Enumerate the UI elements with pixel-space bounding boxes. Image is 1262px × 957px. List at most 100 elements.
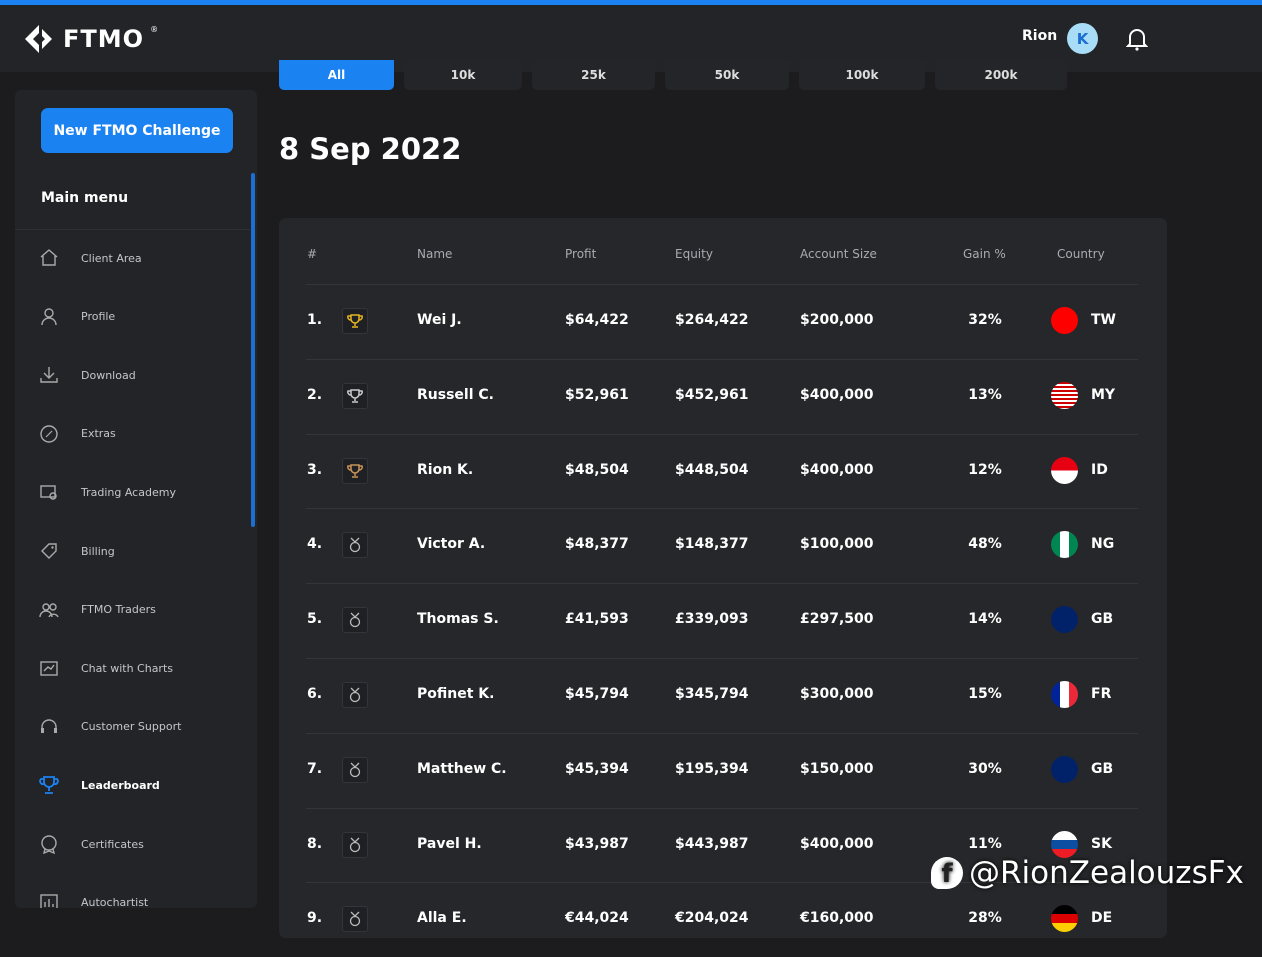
new-challenge-button[interactable]: New FTMO Challenge xyxy=(41,108,233,153)
profit: $48,377 xyxy=(565,536,629,553)
gain: 11% xyxy=(968,835,1002,852)
rank-badge xyxy=(342,682,368,708)
country-code: NG xyxy=(1091,536,1115,553)
tab-10k[interactable]: 10k xyxy=(404,60,522,90)
sidebar-item-label: Billing xyxy=(81,544,115,558)
tab-100k[interactable]: 100k xyxy=(799,60,925,90)
profit: €44,024 xyxy=(565,910,629,927)
profit: £41,593 xyxy=(565,611,629,628)
trader-name: Rion K. xyxy=(417,461,474,478)
trophy-icon xyxy=(347,389,363,403)
account-size: $400,000 xyxy=(800,461,874,478)
country-code: DE xyxy=(1091,910,1113,927)
sidebar-item-download[interactable]: Download xyxy=(15,353,250,397)
ftmo-logo[interactable]: FTMO ® xyxy=(25,25,158,53)
medal-icon xyxy=(349,612,361,628)
sidebar-item-label: Profile xyxy=(81,310,116,324)
rank: 7. xyxy=(307,760,323,777)
rank: 4. xyxy=(307,536,323,553)
table-row[interactable]: 2. Russell C. $52,961 $452,961 $400,000 13% MY xyxy=(306,358,1138,434)
avatar[interactable]: K xyxy=(1067,23,1098,54)
percent-badge-icon xyxy=(40,425,58,443)
sidebar-item-autochartist[interactable]: Autochartist xyxy=(15,881,250,908)
sidebar-item-customer-support[interactable]: Customer Support xyxy=(15,705,250,749)
rank: 6. xyxy=(307,686,323,702)
trader-name: Thomas S. xyxy=(417,611,499,628)
equity: $345,794 xyxy=(675,686,749,702)
rank-badge xyxy=(342,532,368,559)
flag-icon xyxy=(1051,381,1078,409)
table-row[interactable]: 9. Alla E. €44,024 €204,024 €160,000 28% DE xyxy=(306,882,1138,957)
col-name: Name xyxy=(417,247,453,261)
table-row[interactable]: 8. Pavel H. $43,987 $443,987 $400,000 11% SK xyxy=(306,807,1138,883)
leaderboard-table: # Name Profit Equity Account Size Gain %… xyxy=(279,218,1167,938)
gain: 13% xyxy=(968,386,1002,403)
sidebar: New FTMO Challenge Main menu Client Area… xyxy=(15,90,257,908)
gain: 12% xyxy=(968,461,1002,478)
country-code: ID xyxy=(1091,461,1108,478)
account-size: $100,000 xyxy=(800,536,874,553)
rank: 8. xyxy=(307,835,323,852)
account-size: $200,000 xyxy=(800,312,874,328)
sidebar-item-client-area[interactable]: Client Area xyxy=(15,236,250,280)
ftmo-logo-icon xyxy=(25,25,52,53)
table-row[interactable]: 1. Wei J. $64,422 $264,422 $200,000 32% TW xyxy=(306,284,1138,359)
sidebar-scrollbar[interactable] xyxy=(251,173,255,527)
account-size: €160,000 xyxy=(800,910,874,927)
sidebar-item-extras[interactable]: Extras xyxy=(15,412,250,456)
sidebar-item-chat-with-charts[interactable]: Chat with Charts xyxy=(15,646,250,690)
table-row[interactable]: 4. Victor A. $48,377 $148,377 $100,000 48% NG xyxy=(306,508,1138,583)
user-icon xyxy=(41,307,57,325)
trader-name: Wei J. xyxy=(417,312,462,328)
facebook-icon: f xyxy=(931,857,963,889)
trophy-icon xyxy=(39,776,59,795)
gain: 48% xyxy=(968,536,1002,553)
rank: 1. xyxy=(307,312,323,328)
table-row[interactable]: 6. Pofinet K. $45,794 $345,794 $300,000 15% FR xyxy=(306,658,1138,733)
rank-badge xyxy=(342,382,368,409)
equity: $264,422 xyxy=(675,312,749,328)
table-row[interactable]: 3. Rion K. $48,504 $448,504 $400,000 12% ID xyxy=(306,433,1138,509)
profit: $45,394 xyxy=(565,760,629,777)
col-gain: Gain % xyxy=(963,247,1006,261)
medal-icon xyxy=(349,911,361,927)
country-code: SK xyxy=(1091,835,1112,852)
tab-25k[interactable]: 25k xyxy=(532,60,655,90)
sidebar-item-profile[interactable]: Profile xyxy=(15,295,250,339)
table-row[interactable]: 7. Matthew C. $45,394 $195,394 $150,000 30% GB xyxy=(306,732,1138,808)
sidebar-item-ftmo-traders[interactable]: FTMO Traders xyxy=(15,588,250,632)
sidebar-item-label: Autochartist xyxy=(81,896,149,908)
trader-name: Matthew C. xyxy=(417,760,507,777)
sidebar-item-label: Trading Academy xyxy=(81,485,176,499)
logo-text: FTMO xyxy=(63,25,145,53)
flag-icon xyxy=(1051,606,1078,634)
sidebar-item-certificates[interactable]: Certificates xyxy=(15,822,250,866)
tag-icon xyxy=(41,543,57,559)
sidebar-item-label: Customer Support xyxy=(81,720,182,734)
account-size: $300,000 xyxy=(800,686,874,702)
account-size: £297,500 xyxy=(800,611,874,628)
rank-badge xyxy=(342,831,368,858)
col-rank: # xyxy=(307,247,318,261)
sidebar-item-billing[interactable]: Billing xyxy=(15,529,250,573)
gain: 15% xyxy=(968,686,1002,702)
country-code: FR xyxy=(1091,686,1112,702)
rank: 3. xyxy=(307,461,323,478)
academy-icon xyxy=(40,485,57,501)
table-row[interactable]: 5. Thomas S. £41,593 £339,093 £297,500 14% GB xyxy=(306,583,1138,658)
rank: 9. xyxy=(307,910,323,927)
country-code: GB xyxy=(1091,760,1114,777)
medal-icon xyxy=(349,687,361,703)
flag-icon xyxy=(1051,830,1078,858)
tab-50k[interactable]: 50k xyxy=(665,60,789,90)
medal-icon xyxy=(349,762,361,777)
sidebar-item-leaderboard[interactable]: Leaderboard xyxy=(15,763,250,807)
bell-icon[interactable] xyxy=(1126,27,1148,51)
sidebar-item-label: Extras xyxy=(81,427,116,441)
tab-200k[interactable]: 200k xyxy=(935,60,1067,90)
tab-all[interactable]: All xyxy=(279,60,394,90)
sidebar-item-trading-academy[interactable]: Trading Academy xyxy=(15,470,250,514)
rank-badge xyxy=(342,308,368,334)
user-name[interactable]: Rion xyxy=(1022,28,1058,44)
flag-icon xyxy=(1051,456,1078,484)
